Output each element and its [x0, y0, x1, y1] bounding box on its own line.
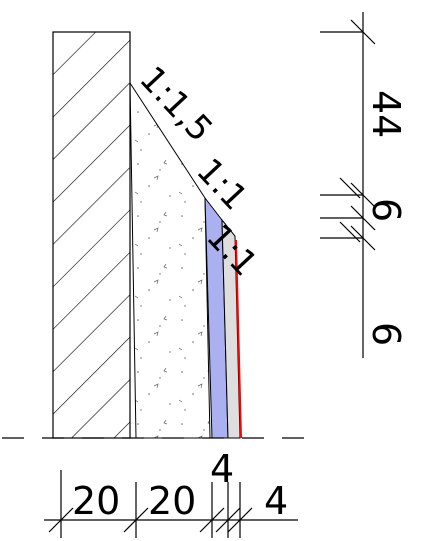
- dim-bottom-4-right: 4: [264, 479, 288, 523]
- dim-right-6-lower: 6: [364, 322, 408, 346]
- hatched-wall: [52, 31, 131, 439]
- right-dimension: [320, 12, 376, 358]
- red-edge: [235, 239, 242, 439]
- dim-right-6-upper: 6: [364, 198, 408, 222]
- dim-bottom-4-left: 4: [210, 447, 234, 491]
- dim-right-44: 44: [364, 90, 408, 138]
- dim-bottom-20-right: 20: [148, 479, 196, 523]
- dim-bottom-20-left: 20: [72, 479, 120, 523]
- bottom-dimension: [44, 470, 298, 538]
